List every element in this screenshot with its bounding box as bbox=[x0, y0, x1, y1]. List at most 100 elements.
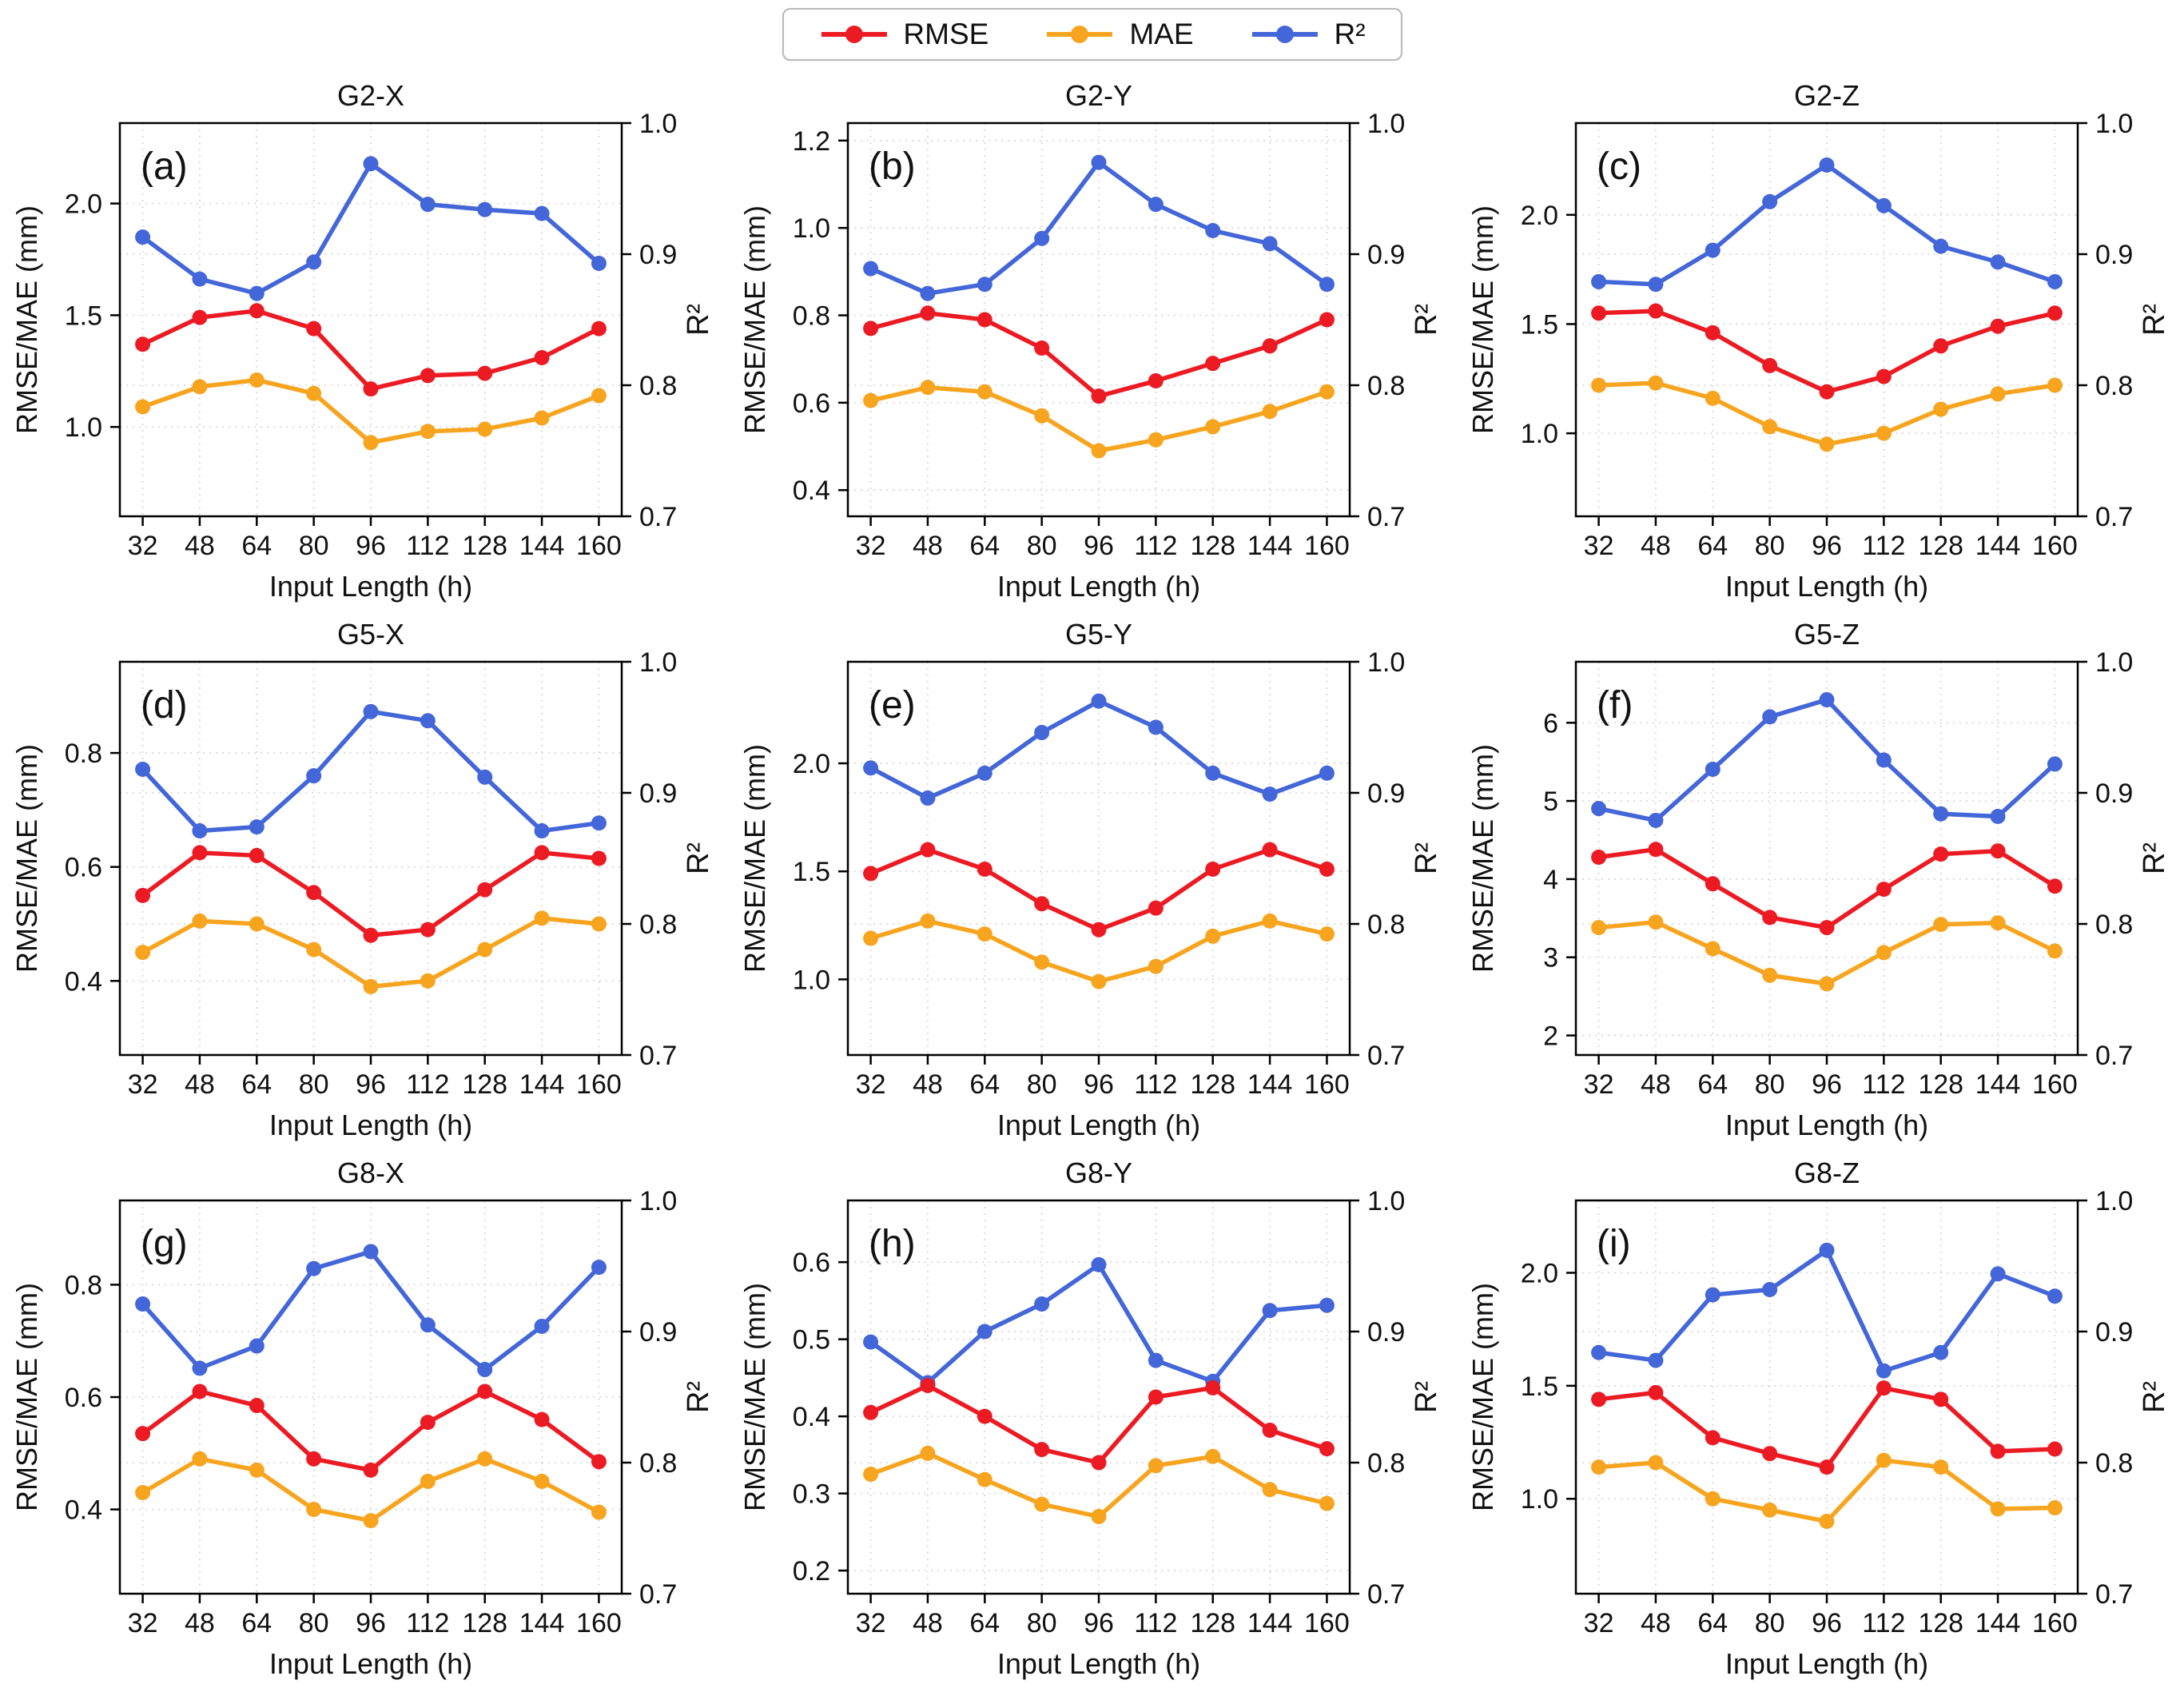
x-tick-label: 128 bbox=[1918, 1069, 1963, 1100]
x-tick-label: 144 bbox=[1975, 1608, 2021, 1638]
data-point-rmse bbox=[591, 850, 607, 866]
data-point-mae bbox=[135, 1484, 151, 1500]
y-tick-label-right: 0.8 bbox=[2095, 371, 2133, 401]
r2-line-marker-icon bbox=[1251, 26, 1318, 43]
chart-panel-G8-Z: 32 48 64 80 96 112 128 144 160 1.0 1.5 2.0 0.7 0.8 0.9… bbox=[1456, 1149, 2184, 1688]
data-point-r2 bbox=[1591, 273, 1607, 289]
y-axis-label-right: R² bbox=[2138, 842, 2171, 874]
data-point-r2 bbox=[1876, 197, 1892, 213]
y-tick-label-right: 1.0 bbox=[2095, 1186, 2133, 1216]
chart-svg-G8-Y: 32 48 64 80 96 112 128 144 160 0.2 0.3 0.4 0.5 0.6 0.7… bbox=[738, 1157, 1443, 1680]
data-point-mae bbox=[1876, 1452, 1892, 1468]
y-tick-label-left: 0.5 bbox=[793, 1325, 830, 1356]
x-tick-label: 48 bbox=[913, 1608, 943, 1638]
y-tick-label-left: 0.3 bbox=[793, 1479, 830, 1510]
data-point-rmse bbox=[1091, 1455, 1107, 1471]
y-tick-label-left: 1.0 bbox=[65, 412, 102, 443]
data-point-r2 bbox=[1933, 806, 1949, 822]
data-point-r2 bbox=[863, 760, 879, 776]
x-tick-label: 112 bbox=[406, 1608, 449, 1638]
chart-title: G8-X bbox=[337, 1157, 404, 1189]
y-axis-label-left: RMSE/MAE (mm) bbox=[1466, 1283, 1499, 1511]
y-tick-label-left: 1.5 bbox=[1521, 1372, 1558, 1402]
data-point-r2 bbox=[1319, 277, 1335, 293]
data-point-r2 bbox=[1648, 277, 1664, 293]
data-point-mae bbox=[1990, 915, 2006, 931]
series-line-r2 bbox=[868, 1262, 1330, 1385]
data-point-mae bbox=[135, 945, 151, 961]
chart-svg-G5-Z: 32 48 64 80 96 112 128 144 160 2 3 4 5 6 0.7 0.8 0.9 1.0 G… bbox=[1466, 618, 2171, 1141]
x-tick-label: 160 bbox=[2032, 1069, 2078, 1100]
chart-title: G2-X bbox=[337, 79, 404, 112]
data-point-rmse bbox=[1705, 324, 1721, 340]
y-tick-label-left: 1.0 bbox=[793, 965, 830, 995]
data-point-rmse bbox=[420, 368, 436, 384]
data-point-rmse bbox=[1591, 1391, 1607, 1407]
x-tick-label: 112 bbox=[1862, 531, 1905, 561]
data-point-rmse bbox=[1205, 862, 1221, 878]
x-tick-label: 144 bbox=[1975, 1069, 2021, 1100]
data-point-mae bbox=[1762, 419, 1778, 435]
y-axis-label-left: RMSE/MAE (mm) bbox=[738, 1283, 771, 1511]
data-point-mae bbox=[1762, 967, 1778, 983]
panel-label: (i) bbox=[1597, 1223, 1631, 1265]
data-point-mae bbox=[1933, 401, 1949, 417]
x-tick-label: 160 bbox=[1304, 1608, 1350, 1638]
data-point-r2 bbox=[363, 156, 379, 172]
data-point-r2 bbox=[863, 1334, 879, 1350]
x-tick-label: 32 bbox=[128, 1069, 158, 1100]
x-tick-label: 32 bbox=[1584, 1069, 1614, 1100]
y-axis-label-right: R² bbox=[1410, 842, 1443, 874]
data-point-r2 bbox=[1876, 1363, 1892, 1379]
data-point-r2 bbox=[1034, 725, 1050, 741]
data-point-rmse bbox=[1205, 1379, 1221, 1395]
y-axis-label-left: RMSE/MAE (mm) bbox=[1466, 744, 1499, 973]
data-point-rmse bbox=[192, 845, 208, 861]
data-point-r2 bbox=[363, 1244, 379, 1260]
x-tick-label: 32 bbox=[856, 1608, 886, 1638]
data-point-r2 bbox=[135, 1296, 151, 1312]
chart-svg-G5-Y: 32 48 64 80 96 112 128 144 160 1.0 1.5 2.0 0.7 0.8 0.9… bbox=[738, 618, 1443, 1141]
data-point-rmse bbox=[1319, 312, 1335, 328]
x-axis-label: Input Length (h) bbox=[997, 570, 1200, 603]
data-point-rmse bbox=[977, 1408, 993, 1424]
x-tick-label: 32 bbox=[856, 531, 886, 561]
x-tick-label: 32 bbox=[128, 531, 158, 561]
data-point-mae bbox=[2047, 377, 2063, 393]
legend-label-rmse: RMSE bbox=[903, 18, 989, 50]
x-axis-label: Input Length (h) bbox=[1725, 1109, 1928, 1141]
data-point-mae bbox=[306, 1502, 322, 1518]
x-tick-label: 144 bbox=[519, 1069, 565, 1100]
x-tick-label: 96 bbox=[356, 1608, 386, 1638]
data-point-mae bbox=[1148, 1458, 1164, 1474]
data-point-r2 bbox=[1148, 719, 1164, 735]
x-tick-label: 80 bbox=[1027, 531, 1057, 561]
data-point-rmse bbox=[1762, 910, 1778, 926]
panel-label: (h) bbox=[869, 1223, 916, 1265]
panel-label: (a) bbox=[141, 145, 188, 188]
data-point-rmse bbox=[920, 305, 936, 321]
data-point-rmse bbox=[306, 885, 322, 901]
series-line-r2 bbox=[1596, 697, 2058, 823]
y-tick-label-right: 1.0 bbox=[1367, 1186, 1405, 1216]
data-point-rmse bbox=[420, 922, 436, 938]
data-point-r2 bbox=[2047, 273, 2063, 289]
data-point-mae bbox=[1319, 926, 1335, 942]
y-tick-label-right: 0.7 bbox=[2095, 1579, 2133, 1610]
data-point-r2 bbox=[534, 1318, 550, 1334]
y-tick-label-left: 2 bbox=[1543, 1021, 1558, 1052]
data-point-r2 bbox=[1262, 236, 1278, 252]
x-tick-label: 64 bbox=[969, 531, 1000, 561]
chart-title: G5-Z bbox=[1794, 618, 1860, 651]
chart-title: G8-Z bbox=[1794, 1157, 1860, 1189]
data-point-r2 bbox=[363, 703, 379, 719]
data-point-rmse bbox=[1876, 882, 1892, 898]
data-point-rmse bbox=[1819, 384, 1835, 400]
x-tick-label: 80 bbox=[299, 531, 329, 561]
y-tick-label-left: 0.2 bbox=[793, 1556, 830, 1586]
data-point-r2 bbox=[2047, 756, 2063, 772]
data-point-mae bbox=[2047, 1500, 2063, 1516]
x-tick-label: 64 bbox=[1697, 1069, 1728, 1100]
y-tick-label-right: 0.7 bbox=[1367, 1579, 1405, 1610]
x-tick-label: 160 bbox=[576, 531, 622, 561]
